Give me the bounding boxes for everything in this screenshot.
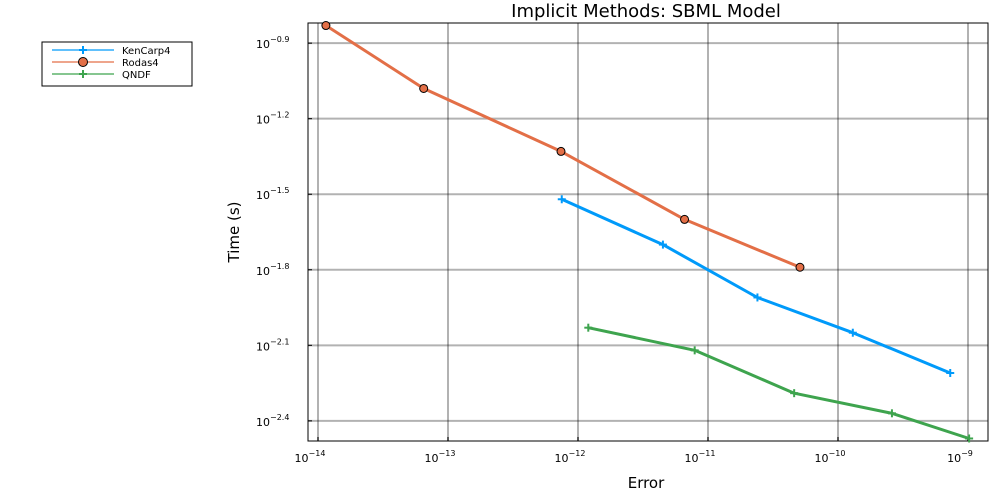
y-tick-label-exponent: −1.2 [270, 111, 289, 120]
x-tick-label: 10−10 [815, 449, 846, 465]
y-tick-label: 10−0.9 [256, 35, 289, 51]
axis-ticks: 10−14 10−13 10−12 10−11 10−10 10−910−0.910−1.… [256, 35, 973, 465]
y-tick-label-base: 10 [256, 416, 270, 429]
x-tick-label: 10−14 [295, 449, 326, 465]
x-tick-label: 10−11 [685, 449, 716, 465]
legend-marker-qndf [79, 70, 87, 78]
plot-frame [307, 22, 989, 442]
series-layer [321, 21, 974, 443]
legend-entry-qndf: QNDF [52, 70, 151, 81]
x-tick-label-base: 10 [947, 452, 961, 465]
x-tick-label: 10−9 [947, 449, 973, 465]
y-tick-label-base: 10 [256, 189, 270, 202]
series-line-kencarp4 [561, 197, 951, 375]
data-point-kencarp4 [753, 293, 762, 302]
legend-entry-rodas4: Rodas4 [52, 57, 159, 69]
data-point-rodas4 [321, 21, 331, 31]
legend-label-qndf: QNDF [122, 70, 151, 81]
data-point-kencarp4 [946, 369, 955, 378]
y-tick-label-exponent: −2.1 [270, 337, 289, 346]
y-tick-label-exponent: −1.5 [270, 186, 289, 195]
x-tick-label-base: 10 [425, 452, 439, 465]
y-tick-label: 10−1.8 [256, 262, 289, 278]
x-tick-label: 10−12 [555, 449, 586, 465]
x-tick-label-base: 10 [295, 452, 309, 465]
data-point-qndf [690, 346, 699, 355]
data-point-qndf [965, 434, 974, 443]
x-axis-label: Error [628, 474, 665, 492]
series-kencarp4 [557, 195, 955, 378]
chart-title: Implicit Methods: SBML Model [511, 1, 781, 22]
data-point-rodas4 [556, 146, 566, 156]
legend-label-kencarp4: KenCarp4 [122, 46, 170, 57]
y-axis-label: Time (s) [225, 202, 243, 264]
data-point-rodas4 [419, 83, 429, 93]
x-tick-label-exponent: −9 [961, 449, 973, 458]
legend-entry-kencarp4: KenCarp4 [52, 46, 170, 57]
x-tick-label-base: 10 [555, 452, 569, 465]
x-tick-label-base: 10 [685, 452, 699, 465]
y-tick-label-base: 10 [256, 340, 270, 353]
y-tick-label-exponent: −2.4 [270, 413, 289, 422]
data-point-rodas4 [795, 262, 805, 272]
data-point-qndf [887, 409, 896, 418]
y-tick-label-exponent: −1.8 [270, 262, 289, 271]
data-point-kencarp4 [848, 328, 857, 337]
data-point-kencarp4 [658, 240, 667, 249]
x-tick-label-exponent: −12 [569, 449, 586, 458]
x-tick-label-exponent: −14 [309, 449, 326, 458]
series-line-rodas4 [325, 24, 801, 269]
x-tick-label-exponent: −13 [439, 449, 456, 458]
y-tick-label: 10−2.1 [256, 337, 289, 353]
data-point-rodas4 [680, 214, 690, 224]
y-tick-label-base: 10 [256, 38, 270, 51]
data-point-qndf [584, 323, 593, 332]
grid [308, 23, 988, 441]
legend-label-rodas4: Rodas4 [122, 58, 159, 69]
data-point-qndf [790, 389, 799, 398]
y-tick-label-base: 10 [256, 265, 270, 278]
y-tick-label: 10−1.2 [256, 111, 289, 127]
legend-box [41, 41, 193, 87]
y-tick-label-base: 10 [256, 114, 270, 127]
legend-marker-rodas4 [78, 57, 88, 67]
series-qndf [584, 323, 974, 443]
x-tick-label-base: 10 [815, 452, 829, 465]
y-tick-label: 10−1.5 [256, 186, 289, 202]
x-tick-label: 10−13 [425, 449, 456, 465]
data-point-kencarp4 [557, 195, 566, 204]
x-tick-label-exponent: −11 [699, 449, 716, 458]
y-tick-label: 10−2.4 [256, 413, 289, 429]
legend-marker-kencarp4 [79, 46, 87, 54]
series-rodas4 [321, 21, 805, 272]
y-tick-label-exponent: −0.9 [270, 35, 289, 44]
x-tick-label-exponent: −10 [829, 449, 846, 458]
